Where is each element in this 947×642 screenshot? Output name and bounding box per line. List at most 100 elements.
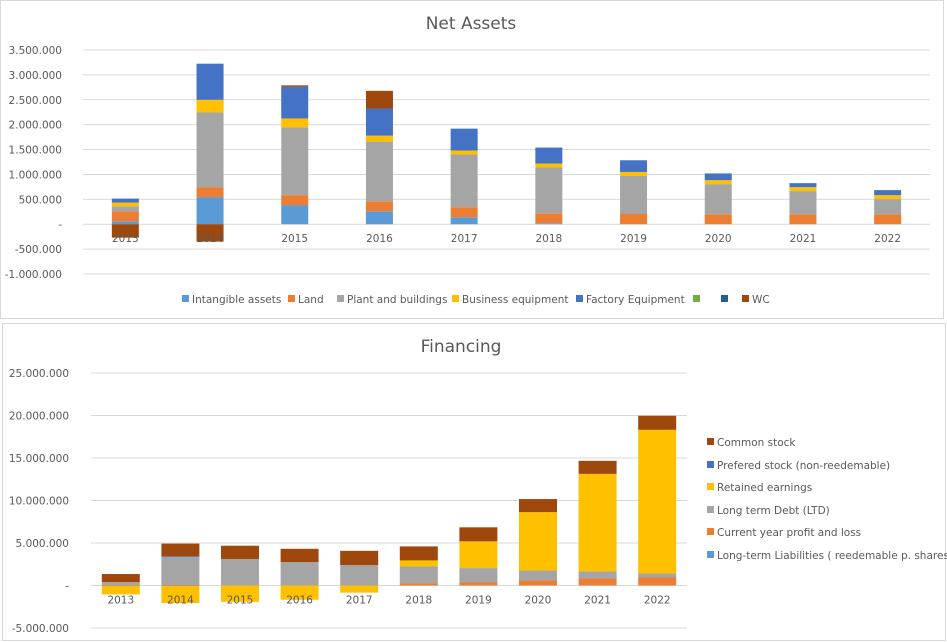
legend-label: Intangible assets <box>192 294 281 306</box>
financing-plot: Financing -5.000.000-5.000.00010.000.000… <box>9 337 947 635</box>
bar-group-2014 <box>196 63 224 242</box>
bar-prefered-stock-non-reedemable-2014 <box>161 556 200 557</box>
bar-intangible-assets-2014 <box>196 197 224 225</box>
bar-long-term-debt-ltd-2016 <box>280 562 319 586</box>
x-tick-label: 2022 <box>874 233 901 245</box>
bar-intangible-assets-2013 <box>111 221 139 225</box>
bar-group-2021 <box>789 183 817 225</box>
bar-business-equipment-2022 <box>874 195 902 200</box>
bar-retained-earnings-2020 <box>519 512 557 571</box>
bar-group-2013 <box>101 574 140 595</box>
bar-land-2019 <box>620 214 648 225</box>
bar-group-2013 <box>111 198 139 238</box>
bar-group-2015 <box>281 85 309 225</box>
bar-factory-equipment-2016 <box>365 108 393 136</box>
x-tick-label: 2019 <box>620 233 647 245</box>
x-tick-label: 2017 <box>346 595 373 607</box>
bar-group-2019 <box>459 527 498 586</box>
bar-group-2016 <box>280 548 319 600</box>
bar-intangible-assets-2016 <box>365 211 393 225</box>
bar-long-term-debt-ltd-2015 <box>221 558 259 586</box>
bar-retained-earnings-2018 <box>399 560 438 567</box>
legend-swatch <box>452 295 459 302</box>
bar-business-equipment-2018 <box>535 163 563 168</box>
legend-label: Plant and buildings <box>347 294 447 306</box>
bar-group-2017 <box>450 128 478 225</box>
bar-business-equipment-2013 <box>111 202 139 207</box>
bar-factory-equipment-2013 <box>111 198 139 203</box>
x-tick-label: 2020 <box>705 233 732 245</box>
bar-plant-and-buildings-2016 <box>365 141 393 202</box>
legend-item-retained-earnings: Retained earnings <box>707 482 812 494</box>
bar-current-year-profit-and-loss-2013 <box>101 585 140 587</box>
legend-item-prefered-stock-non-reedemable: Prefered stock (non-reedemable) <box>707 460 890 472</box>
bar-factory-equipment-2021 <box>789 183 817 188</box>
bar-plant-and-buildings-2019 <box>620 175 648 215</box>
legend-label: Factory Equipment <box>586 294 685 306</box>
net-assets-plot: Net Assets -1.000.000-500.000-500.0001.0… <box>5 14 930 306</box>
bar-long-term-debt-ltd-2022 <box>638 573 677 578</box>
bar-long-term-debt-ltd-2018 <box>399 566 438 584</box>
bar-retained-earnings-2014 <box>161 586 200 604</box>
legend-item-factory-equipment: Factory Equipment <box>576 294 685 306</box>
bar-plant-and-buildings-2018 <box>535 167 563 214</box>
bar-group-2016 <box>365 90 393 225</box>
bar-intangible-assets-2018 <box>535 223 563 225</box>
legend-label: Long-term Liabilities ( reedemable p. sh… <box>717 550 947 562</box>
y-tick-label: - <box>65 581 69 593</box>
legend-swatch <box>182 295 189 302</box>
x-tick-label: 2013 <box>107 595 134 607</box>
legend-swatch <box>576 295 583 302</box>
bar-business-equipment-2021 <box>789 187 817 192</box>
bar-factory-equipment-2020 <box>704 173 732 181</box>
legend-label: Land <box>298 294 324 306</box>
x-tick-label: 2019 <box>465 595 492 607</box>
legend-label: Prefered stock (non-reedemable) <box>717 460 890 472</box>
legend-swatch <box>288 295 295 302</box>
bar-land-2015 <box>281 195 309 206</box>
bar-intangible-assets-2017 <box>450 217 478 225</box>
bar-factory-equipment-2018 <box>535 147 563 164</box>
bar-factory-equipment-2017 <box>450 128 478 151</box>
bar-wc-2013 <box>111 224 139 238</box>
x-tick-label: 2018 <box>405 595 432 607</box>
legend-swatch <box>707 506 714 513</box>
chart-title: Net Assets <box>426 14 517 34</box>
bar-long-term-debt-ltd-2017 <box>340 565 379 586</box>
legend-swatch <box>707 438 714 445</box>
bar-factory-equipment-2014 <box>196 63 224 100</box>
bar-common-stock-2013 <box>101 574 140 583</box>
bar-retained-earnings-2017 <box>340 585 379 593</box>
net-assets-chart: Net Assets -1.000.000 -500.000-500.000 1.0… <box>0 0 944 319</box>
bar-common-stock-2015 <box>221 545 259 559</box>
bar-retained-earnings-2019 <box>459 541 498 569</box>
y-tick-label: 1.000.000 <box>9 169 62 181</box>
bar-current-year-profit-and-loss-2021 <box>578 578 617 586</box>
x-tick-label: 2018 <box>535 233 562 245</box>
bar-business-equipment-2016 <box>365 135 393 142</box>
bar-current-year-profit-and-loss-2019 <box>459 582 498 586</box>
bar-common-stock-2022 <box>638 415 677 430</box>
bar-group-2014 <box>161 543 200 604</box>
legend-swatch <box>742 295 749 302</box>
y-tick-label: 20.000.000 <box>9 411 69 423</box>
legend-item-wc: WC <box>742 294 770 306</box>
legend-item-business-equipment: Business equipment <box>452 294 568 306</box>
legend-item-long-term-liabilities-reedemable-p-shares: Long-term Liabilities ( reedemable p. sh… <box>707 550 947 562</box>
bar-land-2021 <box>789 214 817 225</box>
bar-group-2022 <box>638 415 677 586</box>
legend-item-series-5 <box>693 295 700 302</box>
bar-wc-2015 <box>281 85 309 87</box>
legend-label: Business equipment <box>462 294 568 306</box>
bar-group-2018 <box>399 546 438 586</box>
bar-common-stock-2016 <box>280 548 319 563</box>
y-tick-label: 500.000 <box>19 194 62 206</box>
y-tick-label: 1.500.000 <box>9 145 62 157</box>
bar-long-term-debt-ltd-2014 <box>161 556 200 586</box>
bar-business-equipment-2020 <box>704 180 732 185</box>
legend-swatch <box>337 295 344 302</box>
chart-title: Financing <box>421 337 502 357</box>
y-tick-label: 15.000.000 <box>9 453 69 465</box>
y-tick-label: 5.000.000 <box>16 538 69 550</box>
y-tick-label: - <box>58 219 62 231</box>
